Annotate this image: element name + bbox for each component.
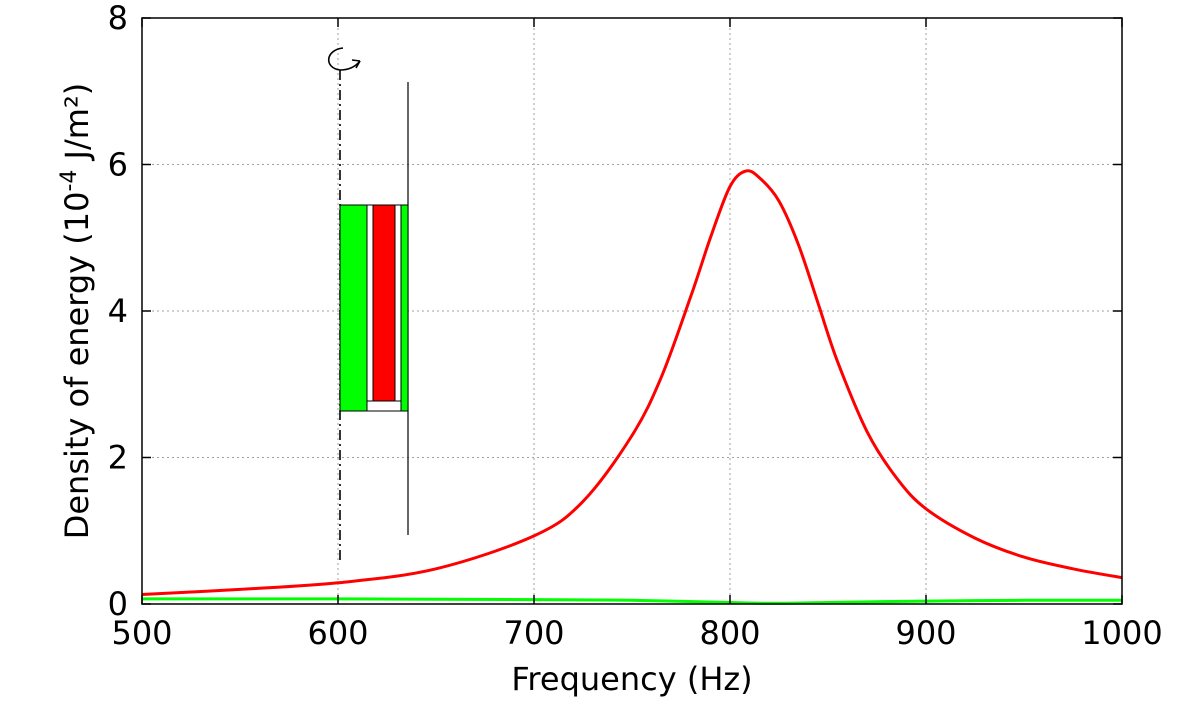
y-axis-title-exponent: -4 (57, 170, 82, 192)
x-tick-label: 900 (895, 614, 956, 652)
y-tick-label: 2 (108, 439, 128, 477)
inset-schematic (327, 47, 409, 562)
x-tick-label: 800 (699, 614, 760, 652)
y-tick-label: 0 (108, 585, 128, 623)
series-layer (141, 169, 1123, 605)
rotation-arrow-icon (327, 47, 361, 71)
y-axis-title-suffix: J/m²) (58, 83, 96, 170)
green-layer-left (339, 204, 368, 412)
green-layer-right (400, 204, 409, 412)
x-tick-label: 500 (111, 614, 172, 652)
y-tick-label: 6 (108, 146, 128, 184)
tick-layer: 500 600 700 800 900 1000 0 2 4 6 8 (108, 0, 1163, 652)
rotation-arrowhead-icon (351, 59, 361, 69)
red-layer (372, 204, 396, 402)
y-axis-title-prefix: Density of energy (10 (58, 192, 96, 540)
y-tick-label: 8 (108, 0, 128, 37)
y-axis-title: Density of energy (10-4 J/m²) (57, 83, 96, 540)
x-tick-label: 600 (307, 614, 368, 652)
x-tick-label: 700 (503, 614, 564, 652)
y-tick-label: 4 (108, 292, 128, 330)
x-tick-label: 1000 (1081, 614, 1162, 652)
grid-layer (142, 18, 1122, 604)
x-axis-title: Frequency (Hz) (511, 660, 752, 698)
series-line-green (141, 597, 1123, 605)
series-line-red (141, 169, 1123, 596)
